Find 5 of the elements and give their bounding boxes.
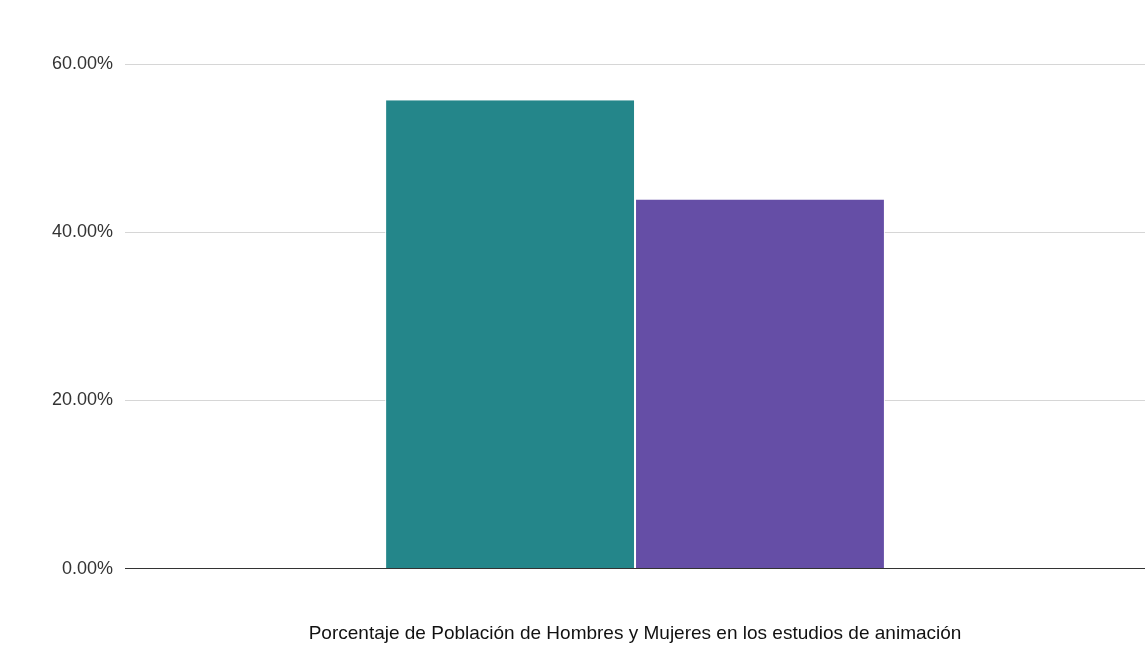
- y-tick-label: 40.00%: [51, 221, 114, 242]
- y-tick-label: 0.00%: [62, 557, 114, 578]
- y-tick-label: 60.00%: [51, 52, 114, 73]
- x-axis-title: Porcentaje de Población de Hombres y Mujeres en los estudios de animación: [308, 621, 962, 643]
- y-tick-label: 20.00%: [51, 389, 114, 410]
